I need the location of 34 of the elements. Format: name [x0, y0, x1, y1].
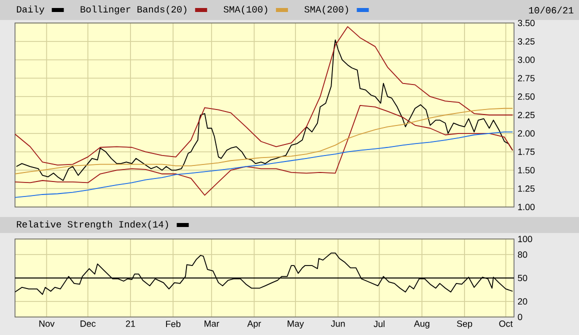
legend-label: SMA(200)	[304, 6, 348, 14]
legend-label: Bollinger Bands(20)	[80, 6, 186, 14]
text: 10/06/21	[529, 6, 574, 14]
y-tick-label: 0	[518, 314, 522, 320]
x-tick-label: Sep	[456, 320, 472, 329]
x-tick-label: May	[288, 320, 304, 329]
y-tick-label: 2.25	[518, 112, 535, 118]
y-tick-label: 50	[518, 274, 528, 282]
y-tick-label: 3.25	[518, 38, 535, 45]
y-tick-label: 3.50	[518, 20, 535, 26]
x-tick-label: 21	[126, 320, 136, 327]
y-tick-label: 1.00	[518, 204, 535, 210]
legend-label: Relative Strength Index(14)	[16, 220, 168, 230]
y-tick-label: 2.00	[518, 130, 535, 137]
y-tick-label: 3.00	[518, 56, 535, 63]
y-tick-label: 1.75	[518, 148, 535, 155]
x-tick-label: Mar	[204, 320, 220, 327]
x-tick-label: Feb	[166, 320, 180, 328]
y-tick-label: 1.50	[518, 167, 535, 174]
x-tick-label: Apr	[247, 320, 262, 329]
y-tick-label: 80	[518, 251, 528, 258]
y-tick-label: 1.25	[518, 185, 535, 192]
x-tick-label: Jul	[374, 320, 384, 328]
y-tick-label: 2.75	[518, 75, 535, 82]
legend-label: SMA(100)	[224, 6, 268, 14]
y-tick-label: 100	[518, 236, 532, 242]
x-tick-label: Jun	[330, 320, 345, 327]
y-tick-label: 20	[518, 298, 528, 305]
x-tick-label: Oct	[499, 320, 513, 327]
x-tick-label: Dec	[80, 320, 96, 327]
y-tick-label: 2.50	[518, 93, 535, 100]
x-tick-label: Nov	[39, 320, 55, 327]
legend-label: Daily	[16, 6, 44, 14]
x-tick-label: Aug	[414, 320, 430, 329]
